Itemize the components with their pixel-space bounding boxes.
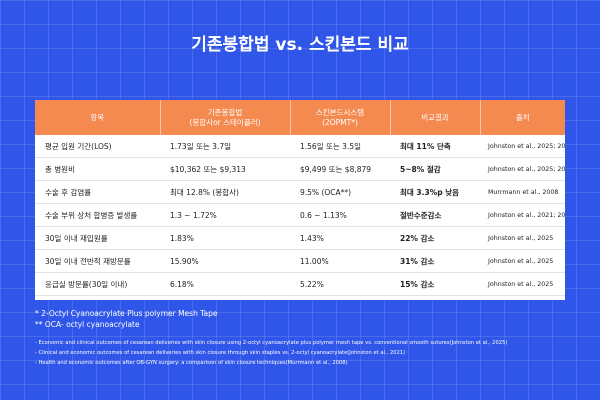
table-card: 항목 기존봉합법 (봉합사or 스테이플러) 스킨본드시스템 (2OPMT*) 비교결과 출… (35, 100, 565, 300)
reference: - Health and economic outcomes after OB-… (35, 360, 348, 366)
header-text: 항목 (90, 112, 105, 122)
table-cell: Johnston et al., 2025 (480, 226, 565, 250)
table-row: 총 병원비 $10,362 또는 $9,313 $9,499 또는 $8,879 5~… (35, 157, 565, 181)
table-cell: 1.56일 또는 3.5일 (290, 135, 390, 158)
table-cell: 절반수준감소 (390, 203, 480, 227)
table-cell: 0.6 ~ 1.13% (290, 203, 390, 227)
table-cell: 1.73일 또는 3.7일 (160, 135, 290, 158)
table-cell: 15.90% (160, 249, 290, 273)
footnote: ** OCA- octyl cyanoacrylate (35, 320, 140, 329)
table-cell: 최대 12.8% (봉합사) (160, 180, 290, 204)
table-body: 평균 입원 기간(LOS) 1.73일 또는 3.7일 1.56일 또는 3.5일 최… (35, 135, 565, 296)
header-text: 비교결과 (421, 112, 449, 122)
header-cell: 항목 (35, 100, 161, 135)
table-cell: Johnston et al., 2025 (480, 272, 565, 296)
table-row: 30일 이내 재입원률 1.83% 1.43% 22% 감소 Johnston et a… (35, 226, 565, 250)
table-cell: Johnston et al., 2025; 2021 (480, 157, 565, 181)
table-cell: 평균 입원 기간(LOS) (35, 135, 160, 158)
table-cell: Johnston et al., 2025; 2021 (480, 135, 565, 158)
table-cell: 11.00% (290, 249, 390, 273)
table-cell: 30일 이내 재입원률 (35, 226, 160, 250)
header-cell: 비교결과 (390, 100, 481, 135)
header-text: 출처 (515, 112, 530, 122)
table-cell: 15% 감소 (390, 272, 480, 296)
header-cell: 기존봉합법 (봉합사or 스테이플러) (160, 100, 291, 135)
header-text: 기존봉합법 (207, 107, 243, 117)
table-cell: 수술 부위 상처 합병증 발생률 (35, 203, 160, 227)
table-cell: Johnston et al., 2025 (480, 249, 565, 273)
header-cell: 출처 (480, 100, 565, 135)
table-cell: 총 병원비 (35, 157, 160, 181)
table-row: 응급실 방문률(30일 이내) 6.18% 5.22% 15% 감소 Johnston … (35, 272, 565, 296)
footnote: * 2-Octyl Cyanoacrylate Plus polymer Mes… (35, 309, 218, 318)
title: 기존봉합법 vs. 스킨본드 비교 (191, 35, 409, 55)
reference: - Economic and clinical outcomes of cesa… (35, 340, 508, 346)
header-cell: 스킨본드시스템 (2OPMT*) (290, 100, 391, 135)
table-cell: 5.22% (290, 272, 390, 296)
table-row: 수술 후 감염률 최대 12.8% (봉합사) 9.5% (OCA**) 최대 3.3… (35, 180, 565, 204)
table-cell: 1.3 ~ 1.72% (160, 203, 290, 227)
table-cell: 22% 감소 (390, 226, 480, 250)
table-cell: $9,499 또는 $8,879 (290, 157, 390, 181)
table-cell: $10,362 또는 $9,313 (160, 157, 290, 181)
table-cell: Murrmann et al., 2008 (480, 180, 565, 204)
references: - Economic and clinical outcomes of cesa… (35, 338, 507, 368)
table-cell: Johnston et al., 2021; 2025 (480, 203, 565, 227)
table-row: 평균 입원 기간(LOS) 1.73일 또는 3.7일 1.56일 또는 3.5일 최… (35, 135, 565, 158)
table-row: 30일 이내 전반적 재방문률 15.90% 11.00% 31% 감소 Johnsto… (35, 249, 565, 273)
table-cell: 수술 후 감염률 (35, 180, 160, 204)
header-text: (2OPMT*) (322, 117, 358, 127)
table-cell: 31% 감소 (390, 249, 480, 273)
comparison-table: 항목 기존봉합법 (봉합사or 스테이플러) 스킨본드시스템 (2OPMT*) 비교결과 출… (35, 100, 565, 296)
header-row: 항목 기존봉합법 (봉합사or 스테이플러) 스킨본드시스템 (2OPMT*) 비교결과 출… (35, 100, 565, 135)
table-cell: 응급실 방문률(30일 이내) (35, 272, 160, 296)
table-cell: 6.18% (160, 272, 290, 296)
table-cell: 9.5% (OCA**) (290, 180, 390, 204)
table-cell: 1.43% (290, 226, 390, 250)
table-cell: 30일 이내 전반적 재방문률 (35, 249, 160, 273)
header-text: (봉합사or 스테이플러) (189, 117, 261, 127)
table-row: 수술 부위 상처 합병증 발생률 1.3 ~ 1.72% 0.6 ~ 1.13% 절반… (35, 203, 565, 227)
reference: - Clinical and economic outcomes of cesa… (35, 350, 406, 356)
header-text: 스킨본드시스템 (315, 107, 365, 117)
table-cell: 1.83% (160, 226, 290, 250)
footnotes: * 2-Octyl Cyanoacrylate Plus polymer Mes… (35, 308, 218, 330)
table-cell: 최대 11% 단축 (390, 135, 480, 158)
table-cell: 5~8% 절감 (390, 157, 480, 181)
table-cell: 최대 3.3%p 낮음 (390, 180, 480, 204)
